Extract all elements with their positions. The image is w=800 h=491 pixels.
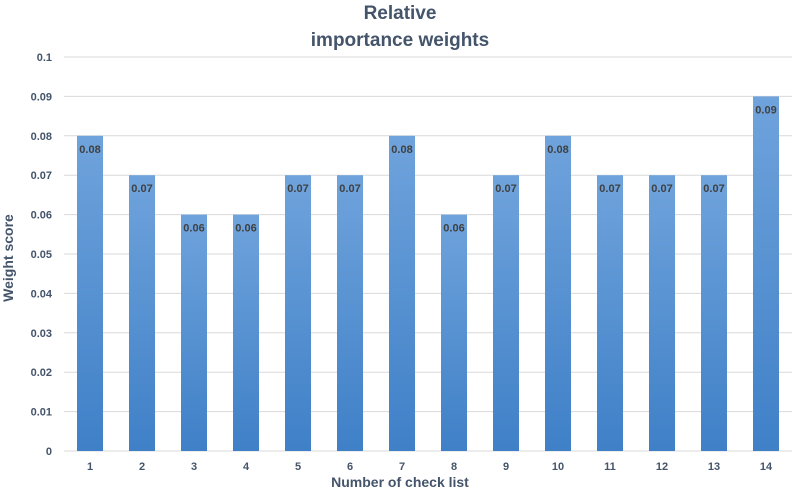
gridlines bbox=[64, 56, 792, 452]
data-label: 0.08 bbox=[391, 144, 412, 156]
x-tick-label: 4 bbox=[243, 461, 250, 473]
x-axis-title: Number of check list bbox=[331, 474, 469, 490]
data-label: 0.06 bbox=[235, 223, 256, 235]
y-axis-ticks: 0 0.01 0.02 0.03 0.04 0.05 0.06 0.07 0.08 0.09 0.1 bbox=[31, 52, 53, 458]
x-tick-label: 14 bbox=[760, 461, 773, 473]
bar bbox=[389, 135, 415, 452]
bar bbox=[649, 175, 675, 451]
bar bbox=[753, 96, 779, 452]
bar bbox=[701, 175, 727, 451]
bar bbox=[441, 214, 467, 451]
y-axis-title: Weight score bbox=[0, 214, 16, 302]
x-tick-label: 1 bbox=[87, 461, 93, 473]
x-tick-label: 8 bbox=[451, 461, 457, 473]
bar bbox=[285, 175, 311, 451]
data-label: 0.07 bbox=[651, 183, 672, 195]
data-label: 0.07 bbox=[599, 183, 620, 195]
bar bbox=[77, 135, 103, 452]
y-tick-label: 0.07 bbox=[31, 170, 52, 182]
data-label: 0.07 bbox=[339, 183, 360, 195]
y-tick-label: 0.05 bbox=[31, 249, 52, 261]
data-label: 0.08 bbox=[79, 144, 100, 156]
y-tick-label: 0.08 bbox=[31, 131, 52, 143]
x-tick-label: 7 bbox=[399, 461, 405, 473]
data-label: 0.08 bbox=[547, 144, 568, 156]
data-label: 0.07 bbox=[495, 183, 516, 195]
x-tick-label: 3 bbox=[191, 461, 197, 473]
bar bbox=[493, 175, 519, 451]
chart-title-line-2: importance weights bbox=[311, 30, 489, 51]
data-label: 0.07 bbox=[131, 183, 152, 195]
data-label: 0.07 bbox=[287, 183, 308, 195]
bar bbox=[337, 175, 363, 451]
chart-title-line-1: Relative bbox=[364, 3, 437, 24]
y-tick-label: 0 bbox=[46, 446, 52, 458]
bar bbox=[233, 214, 259, 451]
y-tick-label: 0.1 bbox=[37, 52, 52, 64]
bar bbox=[597, 175, 623, 451]
x-tick-label: 11 bbox=[604, 461, 616, 473]
y-tick-label: 0.03 bbox=[31, 328, 52, 340]
data-label: 0.06 bbox=[183, 223, 204, 235]
y-tick-label: 0.06 bbox=[31, 210, 52, 222]
x-tick-label: 9 bbox=[503, 461, 509, 473]
x-tick-label: 5 bbox=[295, 461, 301, 473]
y-tick-label: 0.09 bbox=[31, 91, 52, 103]
y-tick-label: 0.04 bbox=[31, 288, 53, 300]
y-tick-label: 0.01 bbox=[31, 407, 52, 419]
bar bbox=[545, 135, 571, 452]
x-axis-ticks: 1 2 3 4 5 6 7 8 9 10 11 12 13 14 bbox=[87, 461, 773, 473]
x-tick-label: 10 bbox=[552, 461, 564, 473]
x-tick-label: 13 bbox=[708, 461, 720, 473]
x-tick-label: 12 bbox=[656, 461, 668, 473]
bars: 0.08 0.07 0.06 0.06 0.07 0.07 0.08 0.06 0.07 0.08… bbox=[77, 96, 779, 452]
bar bbox=[181, 214, 207, 451]
data-label: 0.09 bbox=[755, 104, 776, 116]
bar bbox=[129, 175, 155, 451]
x-tick-label: 6 bbox=[347, 461, 353, 473]
y-tick-label: 0.02 bbox=[31, 367, 52, 379]
data-label: 0.07 bbox=[703, 183, 724, 195]
x-tick-label: 2 bbox=[139, 461, 145, 473]
data-label: 0.06 bbox=[443, 223, 464, 235]
